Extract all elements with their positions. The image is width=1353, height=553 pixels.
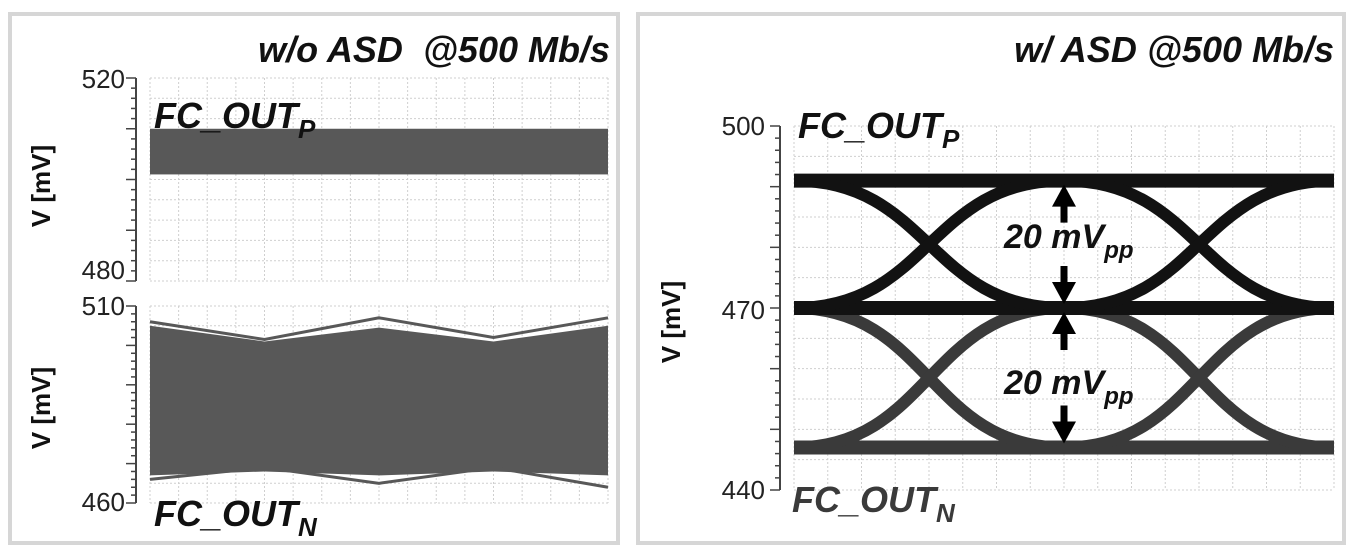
right-ytick-500: 500: [722, 111, 765, 141]
arrow-lower-top-head: [1052, 312, 1076, 334]
fc-out-n-outer-lower: [149, 466, 609, 489]
amplitude-arrows: [1052, 184, 1076, 444]
annotation-upper: 20 mVpp: [1003, 218, 1134, 264]
top-ytick-max: 520: [82, 64, 125, 94]
bottom-ytick-max: 510: [82, 291, 125, 321]
label-fc-out-n: FC_OUTN: [154, 493, 318, 541]
right-ytick-470: 470: [722, 295, 765, 325]
annotation-lower: 20 mVpp: [1003, 364, 1134, 410]
fc-out-n-traces: [149, 316, 609, 489]
bottom-ylabel: V [mV]: [26, 367, 56, 449]
fc-out-p-rising-edge: [1063, 174, 1335, 314]
fc-out-p-rising-edge: [793, 174, 1065, 314]
fc-out-n-band: [150, 325, 608, 476]
top-ylabel: V [mV]: [26, 145, 56, 227]
fc-out-n-rising-edge: [793, 302, 1065, 454]
fc-out-p-eye: [793, 173, 1335, 315]
left-panel: w/o ASD @500 Mb/s 520 480 510 460 V [mV]…: [8, 12, 620, 545]
bottom-ytick-min: 460: [82, 487, 125, 517]
left-axes: [126, 77, 137, 504]
left-title: w/o ASD @500 Mb/s: [258, 29, 610, 70]
label-fc-out-p: FC_OUTP: [154, 95, 316, 144]
right-ytick-440: 440: [722, 475, 765, 505]
label-fc-out-n-right: FC_OUTN: [792, 479, 956, 528]
fc-out-n-rising-edge: [1063, 302, 1335, 454]
right-chart: w/ ASD @500 Mb/s 500 470 440 V [mV] FC_O…: [656, 29, 1335, 528]
right-ylabel: V [mV]: [656, 281, 686, 363]
right-axes: [770, 125, 781, 491]
arrow-upper-top-head: [1052, 184, 1076, 207]
arrow-lower-bottom-head: [1052, 421, 1076, 444]
arrow-upper-bottom-head: [1052, 282, 1076, 304]
right-panel: w/ ASD @500 Mb/s 500 470 440 V [mV] FC_O…: [636, 12, 1346, 545]
fc-out-n-outer-upper: [149, 316, 609, 342]
left-chart: w/o ASD @500 Mb/s 520 480 510 460 V [mV]…: [26, 29, 610, 541]
fc-out-p-band: [150, 128, 608, 175]
top-ytick-min: 480: [82, 255, 125, 285]
label-fc-out-p-right: FC_OUTP: [798, 105, 960, 154]
right-title: w/ ASD @500 Mb/s: [1014, 29, 1334, 70]
